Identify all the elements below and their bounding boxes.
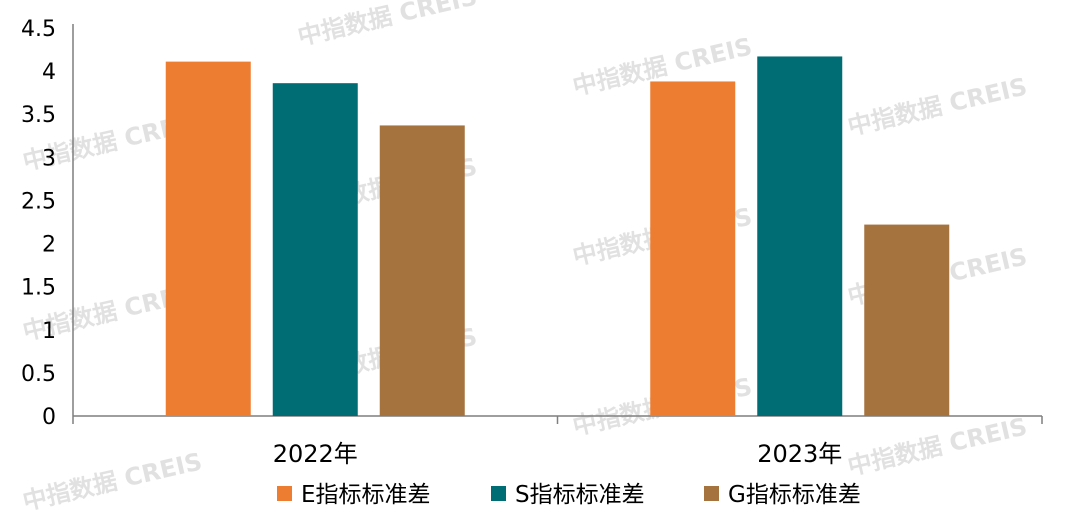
y-tick-label: 0	[42, 405, 56, 430]
bar-2-2	[757, 56, 843, 416]
bars-layer	[165, 56, 950, 417]
bar-3-1	[379, 125, 465, 416]
watermark-text: 中指数据 CREIS	[845, 72, 1030, 140]
legend-label: S指标标准差	[515, 482, 645, 508]
bar-1-2	[650, 81, 736, 417]
y-tick-label: 0.5	[21, 362, 56, 387]
y-tick-label: 1.5	[21, 276, 56, 301]
bar-2-1	[272, 83, 358, 416]
x-tick-marks	[72, 416, 1043, 424]
x-category-label: 2022年	[273, 440, 358, 468]
y-tick-label: 2	[42, 233, 56, 258]
y-tick-label: 3.5	[21, 103, 56, 128]
legend-swatch	[491, 486, 506, 501]
legend-label: G指标标准差	[728, 482, 861, 508]
legend-swatch	[704, 486, 719, 501]
y-tick-labels: 0 0.5 1 1.5 2 2.5 3 3.5 4 4.5	[21, 17, 56, 430]
y-tick-label: 3	[42, 146, 56, 171]
category-labels: 2022年 2023年	[273, 440, 843, 468]
bar-1-1	[165, 61, 251, 416]
y-tick-label: 4.5	[21, 17, 56, 42]
watermark-text: 中指数据 CREIS	[295, 0, 480, 51]
legend: E指标标准差 S指标标准差 G指标标准差	[277, 482, 861, 508]
x-category-label: 2023年	[757, 440, 842, 468]
y-tick-label: 4	[42, 60, 56, 85]
y-tick-label: 1	[42, 319, 56, 344]
watermark-text: 中指数据 CREIS	[20, 447, 205, 515]
legend-swatch	[277, 486, 292, 501]
bar-3-2	[864, 224, 950, 416]
y-tick-label: 2.5	[21, 189, 56, 214]
legend-label: E指标标准差	[301, 482, 431, 508]
watermark-text: 中指数据 CREIS	[845, 412, 1030, 480]
